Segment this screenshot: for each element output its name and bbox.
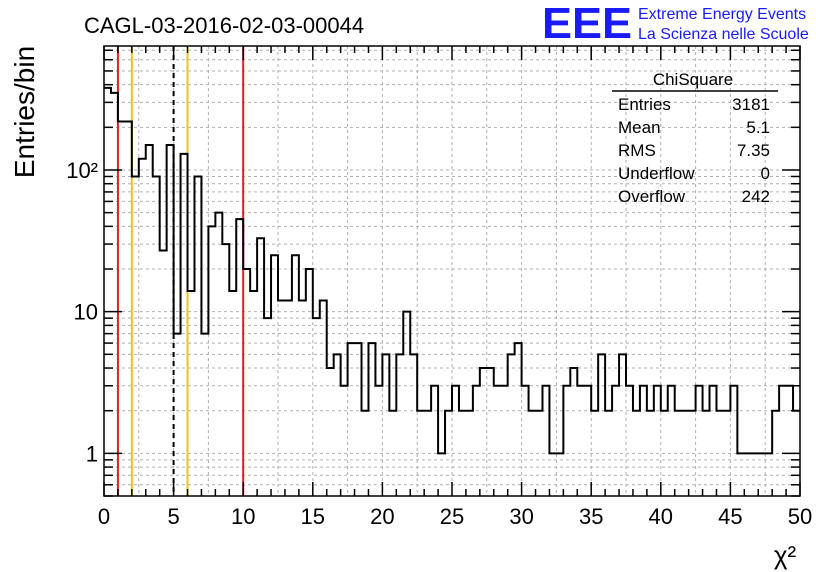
stats-value-entries: 3181: [732, 95, 770, 114]
logo-line-2: La Scienza nelle Scuole: [638, 26, 809, 43]
logo-text: EEE: [542, 0, 632, 48]
x-tick-label: 45: [718, 504, 742, 529]
y-tick-label: 10: [74, 300, 98, 325]
stats-value-underflow: 0: [761, 164, 770, 183]
stats-label-underflow: Underflow: [618, 164, 695, 183]
x-tick-label: 10: [231, 504, 255, 529]
chart-title: CAGL-03-2016-02-03-00044: [84, 13, 364, 38]
eee-logo: EEE Extreme Energy Events La Scienza nel…: [542, 0, 809, 48]
stats-value-mean: 5.1: [746, 118, 770, 137]
y-axis-label: Entries/bin: [9, 46, 40, 178]
stats-label-mean: Mean: [618, 118, 661, 137]
x-tick-label: 25: [440, 504, 464, 529]
stats-label-rms: RMS: [618, 141, 656, 160]
stats-box: ChiSquare Entries 3181 Mean 5.1 RMS 7.35…: [612, 70, 778, 206]
logo-line-1: Extreme Energy Events: [638, 6, 806, 23]
x-tick-label: 20: [370, 504, 394, 529]
tick-labels: 0 5 10 15 20 25 30 35 40 45 50 1 10 10²: [66, 158, 812, 529]
stats-label-entries: Entries: [618, 95, 671, 114]
stats-label-overflow: Overflow: [618, 187, 686, 206]
x-tick-label: 5: [167, 504, 179, 529]
x-tick-label: 35: [579, 504, 603, 529]
axis-ticks: [103, 46, 801, 497]
histogram-outline: [104, 86, 800, 455]
stats-value-overflow: 242: [742, 187, 770, 206]
stats-title: ChiSquare: [653, 70, 733, 89]
x-tick-label: 0: [98, 504, 110, 529]
x-tick-label: 30: [509, 504, 533, 529]
y-tick-label: 10²: [66, 158, 98, 183]
stats-value-rms: 7.35: [737, 141, 770, 160]
x-tick-label: 50: [788, 504, 812, 529]
x-tick-label: 40: [649, 504, 673, 529]
y-tick-label: 1: [86, 441, 98, 466]
x-axis-label: χ²: [774, 540, 797, 570]
x-tick-label: 15: [301, 504, 325, 529]
